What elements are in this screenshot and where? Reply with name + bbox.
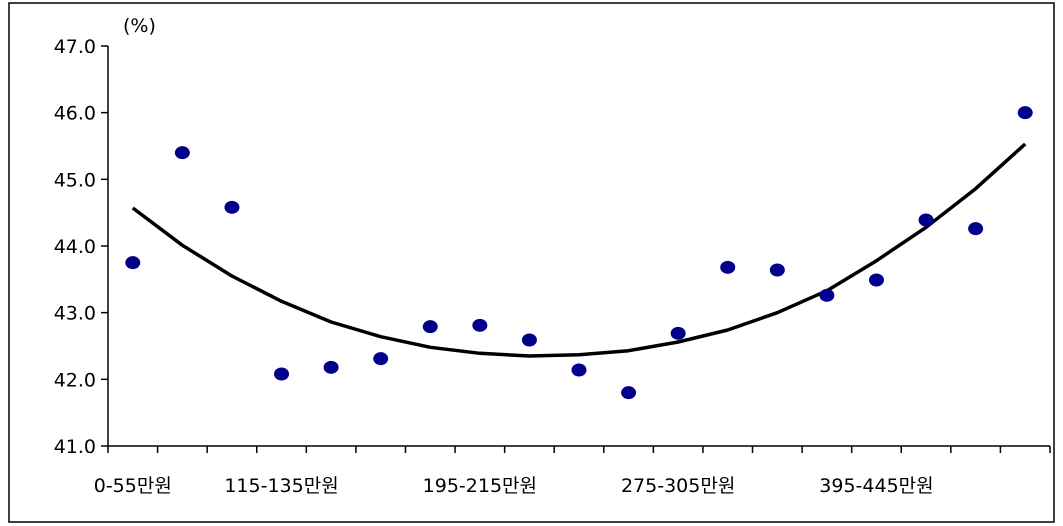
data-point	[422, 320, 438, 334]
data-point	[571, 363, 587, 377]
y-tick-label: 44.0	[54, 236, 96, 258]
data-point	[918, 213, 934, 227]
data-point	[472, 318, 488, 332]
x-axis: 0-55만원 115-135만원 195-215만원 275-305만원 395-445…	[94, 445, 1051, 497]
y-tick-label: 45.0	[54, 169, 96, 191]
trend-line-group	[131, 142, 1027, 358]
data-point	[670, 326, 686, 340]
unit-label: (%)	[123, 15, 156, 37]
data-point	[521, 333, 537, 347]
data-point	[323, 360, 339, 374]
x-tick-label: 115-135만원	[224, 475, 338, 497]
y-axis: 41.0 42.0 43.0 44.0 45.0 46.0 47.0	[54, 36, 109, 458]
data-point	[819, 288, 835, 302]
x-tick-label: 395-445만원	[819, 475, 933, 497]
x-tick-label: 195-215만원	[423, 475, 537, 497]
data-point	[224, 200, 240, 214]
y-tick-label: 41.0	[54, 436, 96, 458]
x-tick-label: 275-305만원	[621, 475, 735, 497]
y-tick-label: 42.0	[54, 369, 96, 391]
data-points	[125, 106, 1033, 400]
y-tick-label: 46.0	[54, 103, 96, 125]
data-point	[274, 367, 290, 381]
data-point	[373, 352, 389, 366]
data-point	[621, 386, 637, 400]
trend-line	[131, 142, 1027, 358]
y-tick-label: 47.0	[54, 36, 96, 58]
data-point	[968, 222, 984, 236]
data-point	[868, 273, 884, 287]
data-point	[1017, 106, 1033, 120]
data-point	[174, 146, 190, 160]
x-tick-label: 0-55만원	[94, 475, 172, 497]
y-tick-label: 43.0	[54, 303, 96, 325]
data-point	[769, 263, 785, 277]
chart-frame	[8, 2, 1055, 523]
data-point	[125, 256, 141, 270]
data-point	[720, 260, 736, 274]
